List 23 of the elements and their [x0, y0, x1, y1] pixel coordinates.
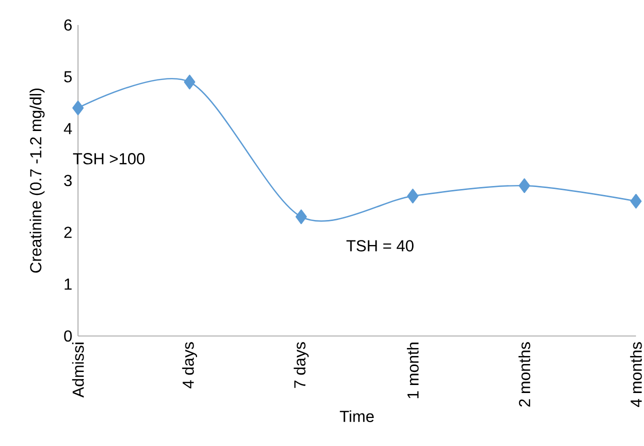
- x-axis-title: Time: [340, 410, 374, 422]
- y-tick-label: 0: [64, 330, 72, 342]
- x-tick-label: 1 month: [406, 342, 419, 398]
- point: [72, 100, 84, 116]
- point: [296, 209, 307, 224]
- point: [184, 74, 196, 90]
- annotation: TSH >100: [73, 153, 145, 164]
- x-tick-label: 7 days: [294, 342, 309, 388]
- point: [630, 194, 642, 209]
- x-tick-label: Admissi: [72, 342, 84, 398]
- point: [518, 178, 530, 194]
- y-tick-label: 1: [64, 278, 72, 290]
- y-axis-title: Creatinine (0.7 -1.2 mg/dl): [30, 88, 45, 273]
- x-tick-label: 4 months: [630, 342, 642, 408]
- x-tick-label: 2 months: [518, 342, 530, 407]
- y-tick-label: 5: [64, 71, 72, 82]
- y-tick-label: 2: [64, 226, 72, 238]
- x-tick-label: 4 days: [182, 342, 198, 388]
- y-tick-label: 4: [64, 123, 72, 134]
- y-tick-label: 3: [64, 174, 72, 186]
- y-tick-label: 6: [64, 19, 72, 31]
- point: [407, 188, 418, 204]
- annotation: TSH = 40: [346, 240, 414, 252]
